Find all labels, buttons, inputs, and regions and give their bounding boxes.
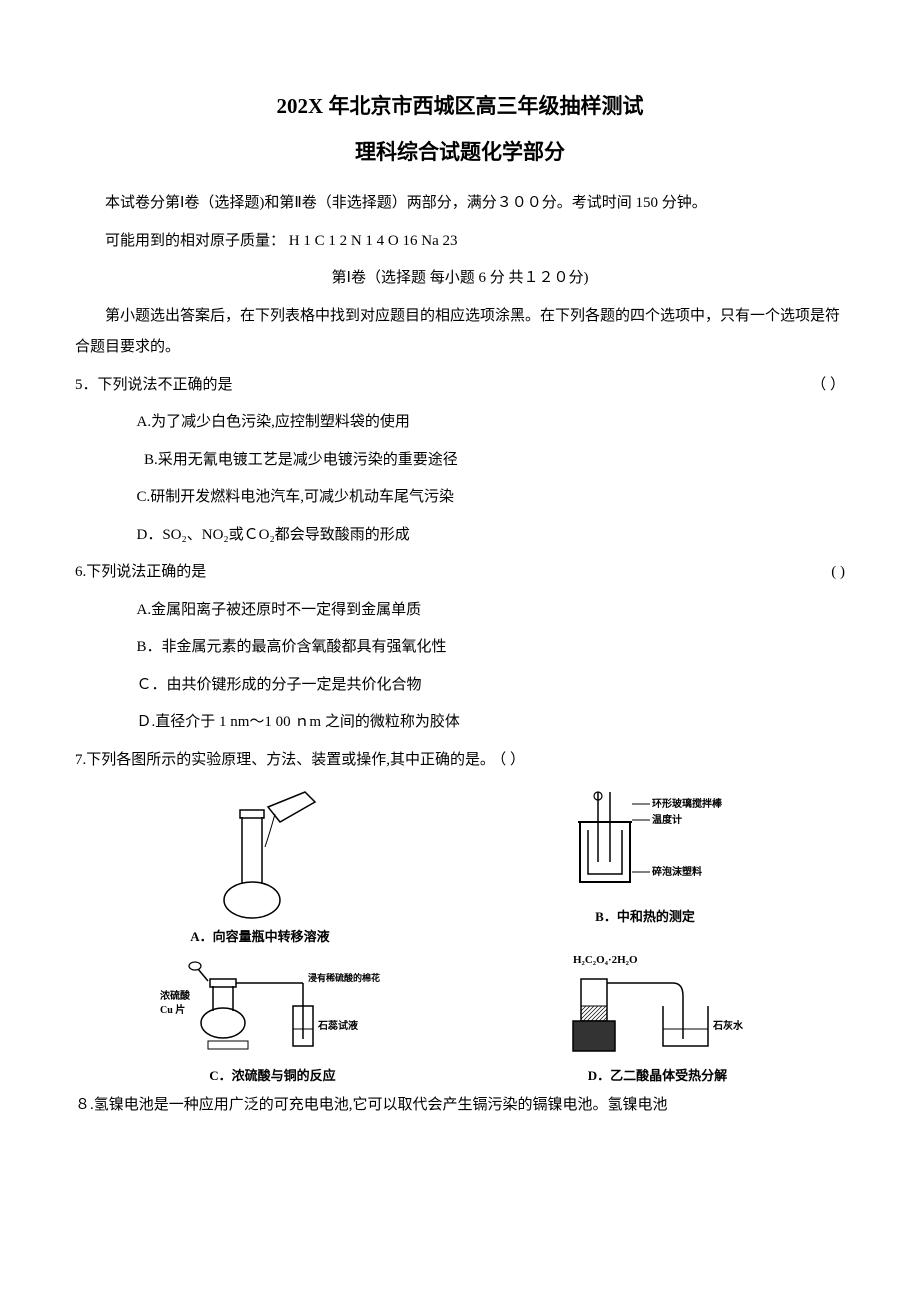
question-5-paren: （ ）	[811, 370, 845, 402]
question-5-option-c: C.研制开发燃料电池汽车,可减少机动车尾气污染	[75, 482, 845, 514]
figure-c-caption: C．浓硫酸与铜的反应	[209, 1065, 335, 1084]
figure-b-caption: B．中和热的测定	[595, 906, 695, 925]
question-6-paren: ( )	[831, 557, 845, 589]
question-8-stem: ８.氢镍电池是一种应用广泛的可充电电池,它可以取代会产生镉污染的镉镍电池。氢镍电…	[75, 1090, 845, 1122]
question-5-option-b: B.采用无氰电镀工艺是减少电镀污染的重要途径	[75, 445, 845, 477]
svg-text:环形玻璃搅拌棒: 环形玻璃搅拌棒	[652, 797, 723, 810]
question-5-stem: 5．下列说法不正确的是 （ ）	[75, 370, 845, 402]
figure-a-svg	[180, 782, 340, 922]
svg-text:H₂C₂O₄·2H₂O: H₂C₂O₄·2H₂O	[573, 954, 638, 966]
question-5-text: 5．下列说法不正确的是	[75, 370, 233, 402]
section-1-header: 第Ⅰ卷（选择题 每小题 6 分 共１２０分)	[75, 263, 845, 295]
figure-d-caption: D．乙二酸晶体受热分解	[588, 1065, 727, 1084]
figure-d-svg: H₂C₂O₄·2H₂O 石灰水	[553, 951, 763, 1061]
svg-text:Cu 片: Cu 片	[160, 1003, 185, 1016]
title-sub: 理科综合试题化学部分	[75, 136, 845, 166]
atomic-mass-info: 可能用到的相对原子质量： H 1 C 1 2 N 1 4 O 16 Na 23	[75, 226, 845, 258]
question-6-option-c: Ｃ．由共价键形成的分子一定是共价化合物	[75, 670, 845, 702]
question-6-text: 6.下列说法正确的是	[75, 557, 206, 589]
intro-exam-info: 本试卷分第Ⅰ卷（选择题)和第Ⅱ卷（非选择题）两部分，满分３００分。考试时间 15…	[75, 188, 845, 220]
instructions: 第小题选出答案后，在下列表格中找到对应题目的相应选项涂黑。在下列各题的四个选项中…	[75, 301, 845, 364]
figure-a-caption: A．向容量瓶中转移溶液	[190, 926, 329, 945]
question-6-option-d: Ｄ.直径介于 1 nm～1 00 ｎm 之间的微粒称为胶体	[75, 707, 845, 739]
question-5-option-a: A.为了减少白色污染,应控制塑料袋的使用	[75, 407, 845, 439]
figure-a-block: A．向容量瓶中转移溶液	[180, 782, 340, 945]
figure-b-block: 环形玻璃搅拌棒 温度计 碎泡沫塑料 B．中和热的测定	[550, 782, 740, 945]
figure-c-block: 浓硫酸 Cu 片 浸有稀硫酸的棉花 石蕊试液 C．浓硫酸与铜的反应	[158, 951, 388, 1084]
figures-row-2: 浓硫酸 Cu 片 浸有稀硫酸的棉花 石蕊试液 C．浓硫酸与铜的反应 H₂C₂O₄…	[75, 951, 845, 1084]
question-5-option-d: D．SO₂、NO₂或ＣO₂都会导致酸雨的形成	[75, 520, 845, 552]
question-6-option-b: B．非金属元素的最高价含氧酸都具有强氧化性	[75, 632, 845, 664]
svg-text:温度计: 温度计	[652, 813, 682, 826]
figure-b-svg: 环形玻璃搅拌棒 温度计 碎泡沫塑料	[550, 782, 740, 902]
question-6-option-a: A.金属阳离子被还原时不一定得到金属单质	[75, 595, 845, 627]
svg-text:浸有稀硫酸的棉花: 浸有稀硫酸的棉花	[308, 972, 380, 983]
figures-row-1: A．向容量瓶中转移溶液 环形玻璃搅拌棒 温度计 碎泡沫塑料 B．中和热的测定	[75, 782, 845, 945]
title-main: 202X 年北京市西城区高三年级抽样测试	[75, 90, 845, 120]
svg-text:浓硫酸: 浓硫酸	[160, 989, 191, 1002]
question-7-stem: 7.下列各图所示的实验原理、方法、装置或操作,其中正确的是｡ （ ）	[75, 745, 845, 777]
svg-text:石蕊试液: 石蕊试液	[317, 1019, 358, 1032]
figure-c-svg: 浓硫酸 Cu 片 浸有稀硫酸的棉花 石蕊试液	[158, 951, 388, 1061]
svg-text:石灰水: 石灰水	[712, 1019, 744, 1032]
svg-text:碎泡沫塑料: 碎泡沫塑料	[652, 865, 702, 878]
question-6-stem: 6.下列说法正确的是 ( )	[75, 557, 845, 589]
figure-d-block: H₂C₂O₄·2H₂O 石灰水 D．乙二酸晶体受热分解	[553, 951, 763, 1084]
